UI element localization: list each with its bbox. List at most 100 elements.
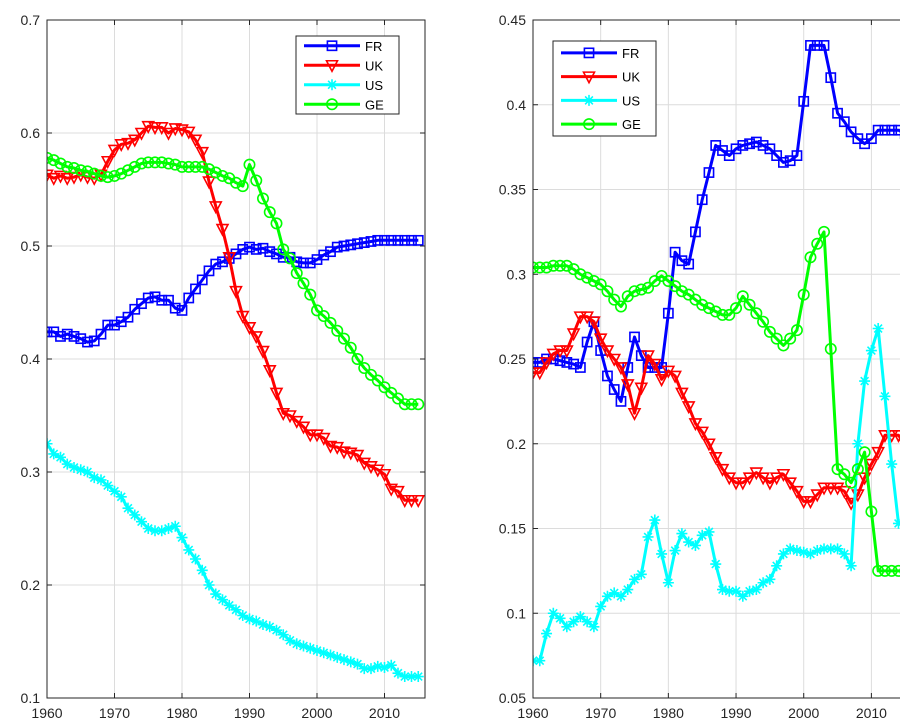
data-point-us	[676, 528, 688, 540]
data-point-ge	[68, 162, 81, 175]
data-point-uk	[242, 322, 257, 336]
data-point-us	[48, 448, 60, 460]
data-point-us	[811, 545, 823, 557]
data-point-uk	[391, 485, 405, 499]
data-point-uk	[208, 201, 223, 215]
data-point-us	[879, 390, 891, 402]
data-point-uk	[803, 496, 818, 510]
data-point-ge	[304, 288, 317, 301]
data-point-fr	[358, 237, 370, 249]
data-point-us	[379, 661, 390, 673]
data-point-ge	[230, 176, 243, 189]
data-point-uk	[411, 494, 425, 508]
data-point-fr	[82, 336, 93, 348]
data-point-uk	[161, 127, 176, 141]
data-point-fr	[163, 294, 174, 306]
data-point-fr	[196, 274, 208, 286]
data-point-ge	[560, 259, 573, 272]
data-point-fr	[534, 356, 546, 368]
data-point-fr	[102, 319, 114, 331]
grid	[47, 20, 425, 698]
data-point-ge	[290, 267, 303, 280]
data-point-ge	[169, 158, 182, 171]
data-point-ge	[892, 564, 900, 577]
data-point-us	[649, 514, 661, 526]
legend-item-ge: GE	[561, 117, 641, 132]
data-point-uk	[303, 429, 318, 443]
legend: FR UK US GE	[295, 35, 400, 115]
data-point-ge	[770, 332, 783, 345]
data-point-ge	[371, 374, 384, 387]
data-point-ge	[128, 160, 141, 173]
data-point-us	[635, 568, 647, 580]
data-point-ge	[108, 169, 121, 182]
data-point-us	[581, 616, 593, 628]
data-point-ge	[216, 169, 229, 182]
data-point-fr	[365, 236, 377, 247]
data-point-us	[109, 485, 120, 497]
data-point-fr	[88, 335, 100, 347]
series-line-ge	[533, 230, 900, 573]
data-point-uk	[134, 127, 149, 141]
x-tick-label: 2010	[369, 705, 400, 721]
data-point-us	[723, 585, 735, 597]
y-tick-label: 0.2	[507, 436, 527, 452]
data-point-ge	[283, 252, 296, 265]
data-point-uk	[654, 374, 669, 388]
data-point-uk	[776, 468, 791, 482]
data-point-us	[385, 659, 397, 671]
data-point-us	[852, 438, 864, 450]
legend-item-uk: UK	[304, 58, 383, 73]
data-point-ge	[574, 268, 587, 281]
data-point-uk	[148, 122, 162, 136]
data-point-ge	[547, 259, 560, 272]
data-point-ge	[263, 206, 276, 219]
data-point-us	[838, 548, 850, 560]
data-point-us	[629, 573, 641, 585]
data-point-ge	[723, 308, 736, 321]
data-point-us	[710, 558, 722, 570]
data-point-uk	[695, 426, 710, 440]
data-point-us	[365, 663, 377, 675]
data-point-fr	[156, 294, 168, 306]
data-point-fr	[190, 283, 201, 295]
legend-marker	[583, 47, 595, 59]
data-point-ge	[838, 468, 851, 481]
data-point-fr	[169, 302, 181, 314]
data-point-uk	[262, 364, 277, 379]
data-point-us	[737, 590, 749, 602]
data-point-fr	[622, 362, 634, 373]
data-point-ge	[162, 157, 175, 170]
legend-label: FR	[622, 46, 639, 61]
data-point-us	[136, 516, 147, 528]
data-point-fr	[55, 330, 66, 342]
data-point-uk	[607, 353, 622, 367]
data-point-us	[129, 509, 141, 521]
data-point-fr	[635, 350, 647, 362]
data-point-uk	[553, 345, 567, 359]
data-point-us	[744, 585, 756, 597]
data-point-fr	[845, 126, 857, 138]
data-point-ge	[337, 332, 350, 345]
data-point-ge	[47, 154, 60, 167]
data-point-uk	[837, 485, 852, 499]
y-tick-label: 0.3	[21, 464, 41, 480]
data-point-fr	[95, 328, 107, 340]
data-point-ge	[716, 308, 729, 321]
legend-item-us: US	[561, 93, 640, 108]
data-point-us	[196, 564, 208, 576]
data-point-fr	[757, 140, 769, 151]
data-point-uk	[127, 134, 142, 148]
data-point-ge	[763, 325, 776, 338]
data-point-fr	[406, 234, 417, 246]
data-point-fr	[304, 257, 316, 269]
data-point-us	[102, 480, 114, 492]
data-point-fr	[412, 234, 424, 246]
data-point-us	[696, 529, 708, 541]
data-point-us	[757, 577, 769, 589]
y-tick-label: 0.2	[21, 577, 41, 593]
data-point-ge	[601, 285, 614, 298]
legend-item-fr: FR	[561, 46, 639, 61]
y-tick-label: 0.15	[499, 521, 526, 537]
data-point-fr	[879, 124, 891, 136]
